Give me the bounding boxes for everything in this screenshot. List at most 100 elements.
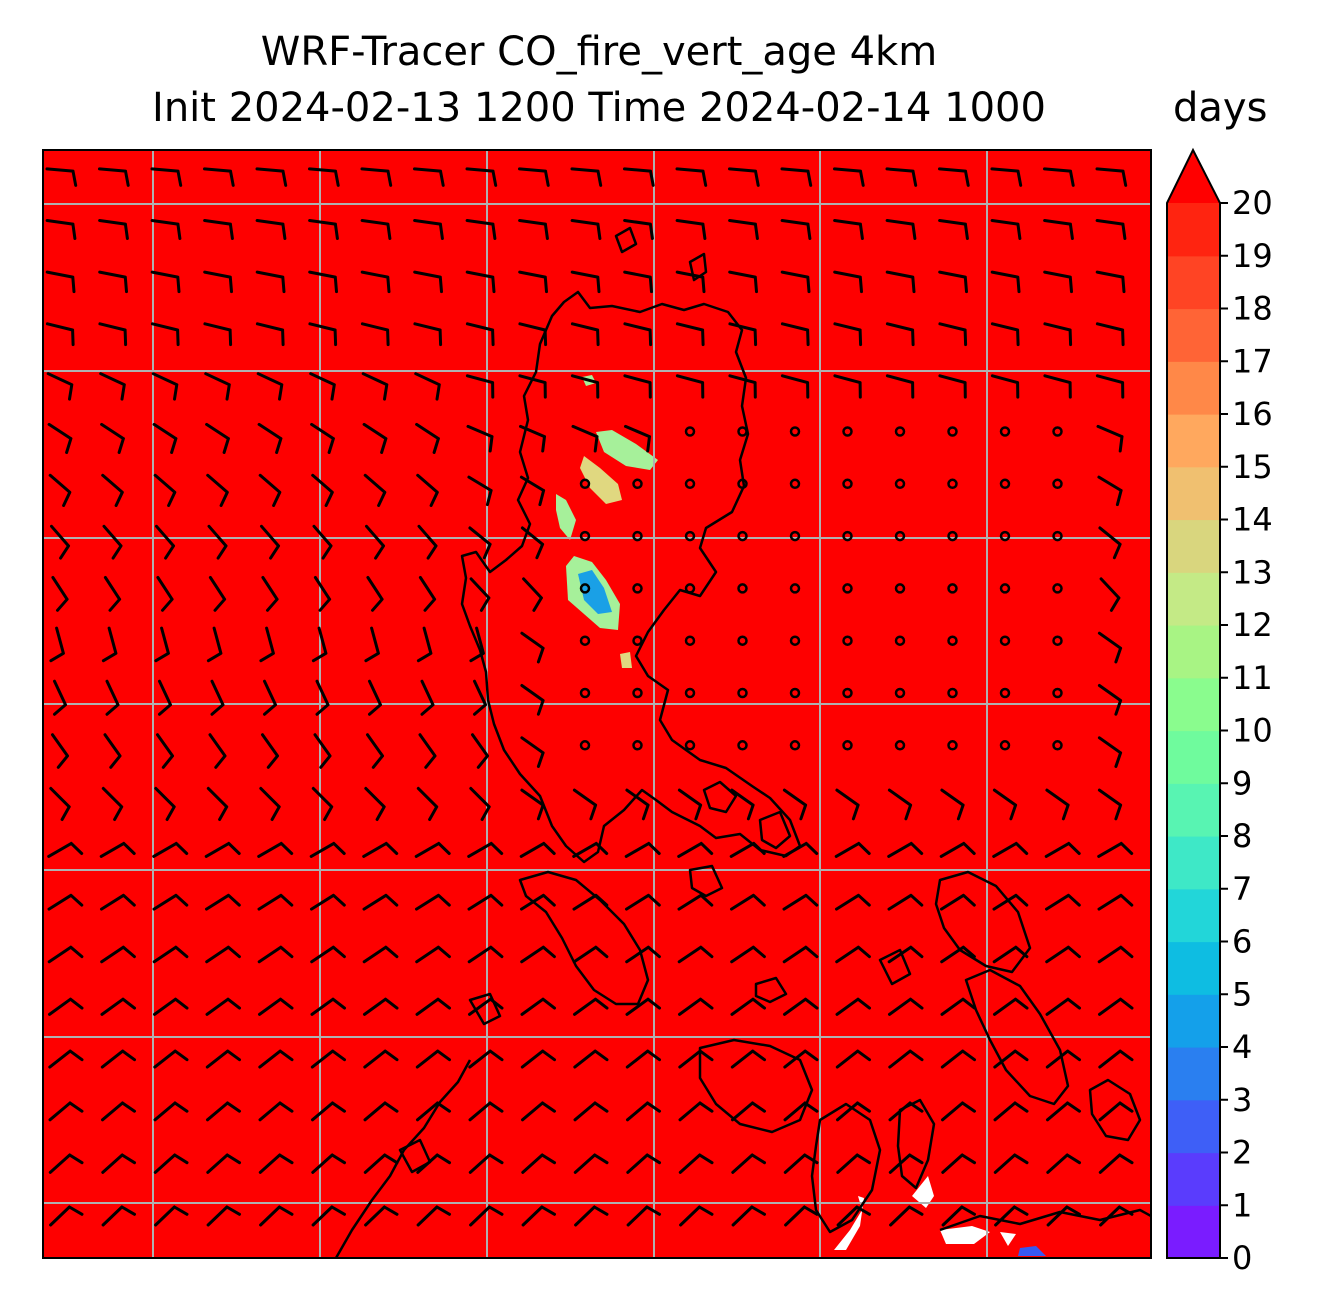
colorbar-swatch — [1167, 677, 1220, 732]
colorbar-swatch — [1167, 836, 1220, 890]
wind-barb — [570, 374, 600, 399]
wind-barb — [151, 372, 179, 401]
map-frame — [42, 149, 1152, 1259]
wind-barb — [992, 788, 1018, 821]
wind-barb — [993, 997, 1029, 1016]
wind-barb — [309, 372, 336, 401]
coastline-negros — [810, 1102, 882, 1234]
wind-barb — [888, 1101, 924, 1122]
wind-barb — [782, 893, 819, 911]
wind-barb — [257, 893, 294, 911]
wind-barb — [98, 219, 129, 240]
wind-barb — [362, 945, 399, 964]
wind-barb — [624, 424, 651, 453]
wind-barb — [468, 1153, 504, 1174]
wind-barb — [255, 219, 287, 240]
wind-barb — [51, 576, 69, 612]
wind-barb — [836, 1101, 871, 1122]
wind-calm-marker — [737, 740, 748, 751]
wind-barb — [205, 997, 241, 1016]
wind-barb — [364, 786, 386, 821]
wind-barb — [940, 945, 976, 964]
wind-barb — [363, 1049, 399, 1069]
wind-barb — [206, 1101, 241, 1122]
wind-calm-marker — [1052, 530, 1063, 542]
wind-barb — [623, 167, 655, 187]
wind-calm-marker — [632, 635, 643, 646]
wind-barb — [1043, 374, 1072, 399]
wind-barb — [730, 1049, 766, 1069]
wind-calm-marker — [894, 530, 906, 542]
wind-barb — [260, 524, 280, 560]
wind-barb — [465, 270, 496, 294]
wind-barb — [521, 1101, 556, 1122]
wind-barb — [939, 841, 976, 858]
colorbar-tick-label: 10 — [1232, 712, 1273, 750]
wind-barb — [414, 841, 451, 858]
chart-subtitle: Init 2024-02-13 1200 Time 2024-02-14 100… — [152, 85, 1046, 131]
wind-calm-marker — [789, 478, 801, 490]
colorbar-tick-label: 12 — [1232, 606, 1273, 644]
wind-barb — [518, 219, 549, 240]
wind-barb — [519, 475, 546, 507]
wind-barb — [468, 526, 492, 560]
wind-barb — [521, 1153, 556, 1174]
wind-barb — [520, 945, 556, 964]
wind-barb — [730, 893, 766, 911]
wind-barb — [782, 841, 819, 858]
wind-barb — [675, 322, 705, 347]
wind-calm-marker — [1052, 635, 1063, 646]
wind-barb — [469, 1205, 504, 1227]
wind-barb — [154, 786, 176, 821]
wind-barb — [309, 841, 346, 858]
wind-barb — [311, 473, 334, 507]
wind-barb — [468, 1101, 504, 1122]
coastline-islet — [614, 226, 638, 254]
wind-barb — [203, 219, 234, 240]
wind-barb — [102, 524, 123, 560]
wind-barb — [311, 786, 334, 821]
wind-barb — [1097, 945, 1134, 964]
wind-barb — [938, 167, 970, 187]
wind-barb — [48, 1153, 84, 1174]
wind-barb — [416, 626, 433, 663]
wind-barb — [310, 945, 346, 964]
wind-calm-marker — [842, 478, 853, 490]
wind-barb — [363, 1101, 399, 1122]
colorbar-tick-label: 18 — [1232, 290, 1273, 328]
wind-barb — [206, 1153, 241, 1174]
wind-barb — [519, 841, 556, 858]
wind-barb — [625, 893, 661, 911]
wind-barb — [364, 1205, 399, 1227]
colorbar-swatch — [1167, 941, 1220, 995]
colorbar-swatch — [1167, 1047, 1220, 1101]
colorbar-swatch — [1167, 1205, 1220, 1259]
wind-barb — [366, 576, 384, 612]
wind-calm-marker — [789, 583, 801, 594]
wind-barb — [467, 841, 504, 858]
wind-barb — [833, 322, 863, 347]
wind-barb — [103, 733, 122, 769]
coastline-luzon — [460, 290, 802, 864]
wind-barb — [938, 374, 967, 399]
wind-barb — [730, 997, 766, 1016]
wind-barb — [360, 219, 392, 240]
wind-barb — [258, 473, 282, 507]
colorbar-swatch — [1167, 414, 1220, 468]
wind-barb — [46, 372, 74, 401]
wind-calm-marker — [999, 530, 1011, 542]
wind-barb — [308, 270, 338, 294]
wind-calm-marker — [999, 583, 1011, 594]
wind-barb — [675, 219, 707, 240]
colorbar-swatch — [1167, 625, 1220, 679]
coastline-samar — [934, 870, 1032, 974]
wind-barb — [783, 1049, 819, 1069]
colorbar-tick-label: 4 — [1232, 1028, 1252, 1066]
wind-barb — [835, 1049, 871, 1069]
wind-barb — [255, 270, 286, 294]
wind-barb — [1098, 997, 1134, 1016]
wind-barb — [783, 1153, 819, 1174]
wind-barb — [47, 422, 73, 454]
